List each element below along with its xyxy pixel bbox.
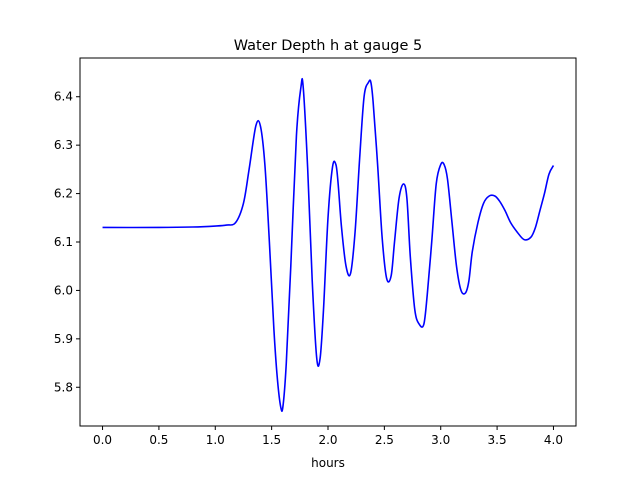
x-axis: 0.0 0.5 1.0 1.5 2.0 2.5 3.0 3.5 4.0 xyxy=(93,426,563,447)
x-tick-label: 0.0 xyxy=(93,433,112,447)
y-tick-label: 6.4 xyxy=(54,90,73,104)
series-line xyxy=(102,78,555,412)
x-tick-label: 4.0 xyxy=(544,433,563,447)
y-tick-label: 6.2 xyxy=(54,187,73,201)
x-axis-label: hours xyxy=(311,456,345,470)
x-tick-label: 1.5 xyxy=(262,433,281,447)
x-tick-label: 2.5 xyxy=(375,433,394,447)
x-tick-label: 3.0 xyxy=(431,433,450,447)
x-tick-label: 1.0 xyxy=(206,433,225,447)
y-tick-label: 6.0 xyxy=(54,283,73,297)
y-tick-label: 6.3 xyxy=(54,138,73,152)
y-axis: 5.8 5.9 6.0 6.1 6.2 6.3 6.4 xyxy=(54,90,80,394)
y-tick-label: 6.1 xyxy=(54,235,73,249)
x-tick-label: 2.0 xyxy=(318,433,337,447)
chart-title: Water Depth h at gauge 5 xyxy=(234,38,422,54)
x-tick-label: 0.5 xyxy=(149,433,168,447)
plot-area xyxy=(102,78,555,412)
y-tick-label: 5.8 xyxy=(54,380,73,394)
x-tick-label: 3.5 xyxy=(488,433,507,447)
y-tick-label: 5.9 xyxy=(54,332,73,346)
